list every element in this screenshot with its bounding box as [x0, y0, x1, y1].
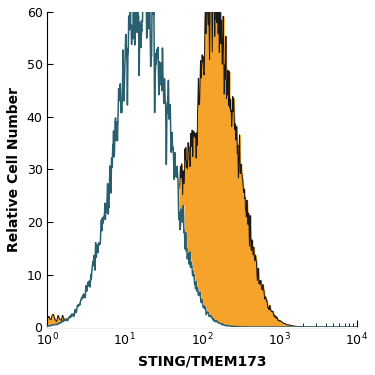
Y-axis label: Relative Cell Number: Relative Cell Number: [7, 87, 21, 252]
X-axis label: STING/TMEM173: STING/TMEM173: [138, 354, 266, 368]
